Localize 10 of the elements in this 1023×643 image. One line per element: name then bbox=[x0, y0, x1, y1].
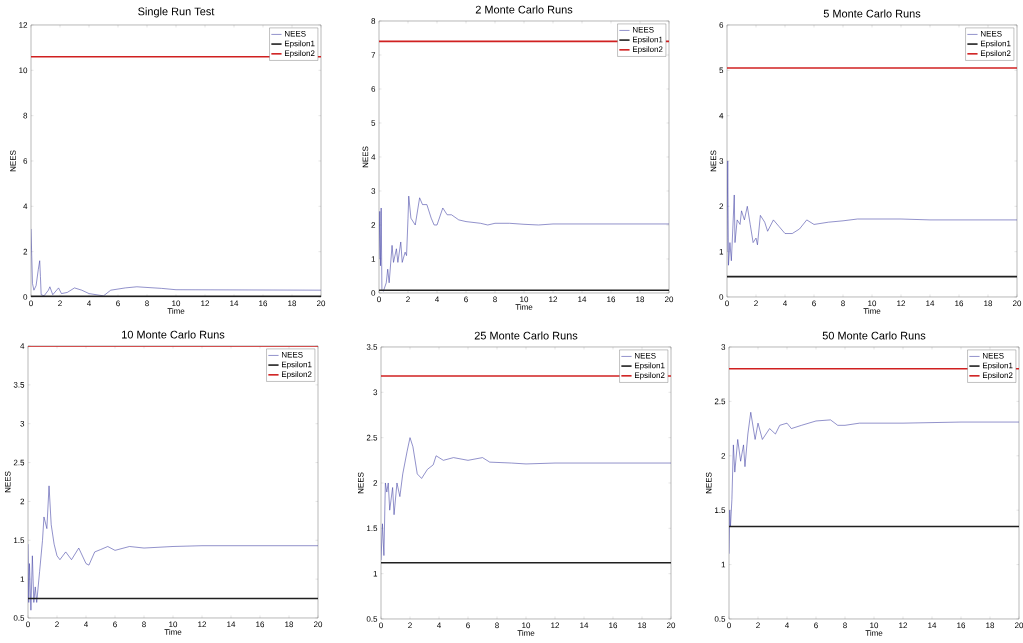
chart-title: 50 Monte Carlo Runs bbox=[822, 331, 926, 340]
line-series bbox=[729, 411, 1020, 554]
chart-title: 10 Monte Carlo Runs bbox=[122, 330, 225, 339]
chart-title: 5 Monte Carlo Runs bbox=[823, 9, 921, 18]
line-series bbox=[379, 195, 670, 292]
chart-title: 25 Monte Carlo Runs bbox=[474, 331, 578, 340]
chart-title: 2 Monte Carlo Runs bbox=[475, 5, 573, 14]
line-series bbox=[381, 437, 672, 561]
chart-title: Single Run Test bbox=[138, 7, 215, 18]
line-series bbox=[727, 160, 1018, 266]
